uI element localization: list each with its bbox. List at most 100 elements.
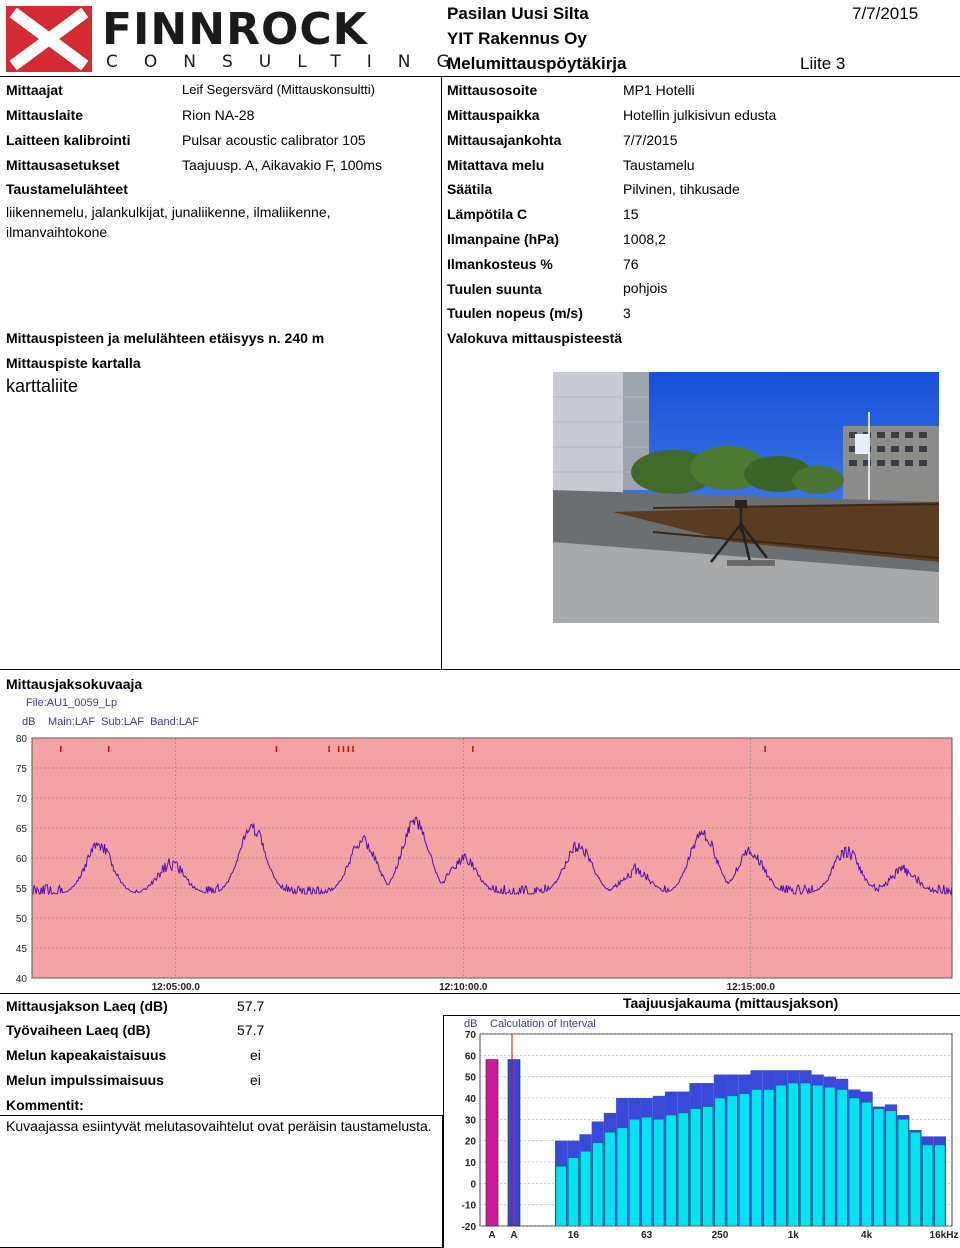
band-eq-bar	[604, 1131, 616, 1227]
band-eq-bar	[567, 1157, 579, 1227]
x-tick-label: 4k	[861, 1230, 873, 1241]
distance-label: Mittauspisteen ja melulähteen etäisyys n…	[6, 330, 325, 346]
result-label: Mittausjakson Laeq (dB)	[6, 998, 168, 1014]
band-eq-bar	[861, 1102, 872, 1227]
band-eq-bar	[849, 1097, 860, 1227]
field-value: Leif Segersvärd (Mittauskonsultti)	[182, 82, 375, 97]
y-tick-label: 50	[16, 914, 28, 925]
x-tick-label: 250	[712, 1230, 729, 1241]
weather-label: Tuulen suunta	[447, 281, 542, 297]
band-eq-bar	[641, 1116, 652, 1227]
field-label: Mittauslaite	[6, 107, 84, 123]
x-tick-label: 12:10:00.0	[439, 982, 488, 993]
band-eq-bar	[897, 1119, 909, 1227]
band-eq-bar	[812, 1084, 824, 1227]
photo-label: Valokuva mittauspisteestä	[447, 330, 623, 346]
weather-label: Tuulen nopeus (m/s)	[447, 305, 583, 321]
spectrum-frame	[443, 1015, 960, 1248]
result-label: Melun impulssimaisuus	[6, 1072, 164, 1088]
y-tick-label: 60	[16, 854, 28, 865]
spectrum-chart-title: Calculation of Interval	[490, 1018, 596, 1030]
y-tick-label: 50	[465, 1073, 477, 1084]
weather-label: Säätila	[447, 181, 493, 197]
band-eq-bar	[580, 1151, 591, 1227]
measurement-site-photo	[553, 372, 939, 623]
result-label: Työvaiheen Laeq (dB)	[6, 1022, 151, 1038]
band-eq-bar	[677, 1112, 689, 1227]
result-value: ei	[250, 1072, 261, 1088]
y-tick-label: 60	[465, 1051, 477, 1062]
x-tick-label: 12:05:00.0	[152, 982, 201, 993]
result-value: 57.7	[237, 1022, 265, 1038]
time-series-chart: 40 45 50 55 60 65 70 75 80 12:05:00.0 12:10:00.0 12…	[16, 734, 953, 993]
field-value: Rion NA-28	[182, 107, 255, 123]
band-eq-bar	[616, 1127, 628, 1227]
y-tick-label: 70	[465, 1030, 477, 1041]
band-eq-bar	[775, 1084, 787, 1227]
period-chart-label: Mittausjaksokuvaaja	[6, 676, 143, 692]
y-tick-label: 45	[16, 944, 28, 955]
weather-value: 15	[623, 206, 639, 222]
x-tick-label: 16	[568, 1230, 580, 1241]
weather-label: Lämpötila C	[447, 206, 528, 222]
field-label: Mitattava melu	[447, 157, 545, 173]
weather-label: Ilmanpaine (hPa)	[447, 231, 560, 247]
band-eq-bar	[702, 1106, 714, 1227]
map-label: Mittauspiste kartalla	[6, 355, 141, 371]
comments-label: Kommentit:	[6, 1097, 84, 1113]
result-value: 57.7	[237, 998, 265, 1014]
y-tick-label: 40	[465, 1094, 477, 1105]
band-eq-bar	[690, 1108, 701, 1227]
x-tick-label: A	[488, 1230, 495, 1241]
weather-value: 3	[623, 305, 631, 321]
weather-value: 1008,2	[623, 231, 666, 247]
weather-value: pohjois	[623, 280, 668, 296]
logo-word: FINNROCK	[102, 4, 368, 55]
logo-mark-icon	[6, 6, 92, 72]
field-value: Taajuusp. A, Aikavakio F, 100ms	[182, 157, 382, 173]
chart-frame	[0, 669, 960, 994]
noise-level-trace	[32, 816, 953, 896]
x-tick-label: 16kHz	[930, 1230, 958, 1241]
y-tick-label: 10	[465, 1158, 477, 1169]
logo-subword: CONSULTING	[106, 52, 476, 72]
field-label: Mittaajat	[6, 82, 63, 98]
spectrum-chart: -20 -10 0 10 20 30 40 50 60 70 A A 16 63 250 1k 4k 16kHz	[462, 1030, 958, 1241]
result-label: Melun kapeakaistaisuus	[6, 1047, 167, 1063]
field-label: Mittausasetukset	[6, 157, 120, 173]
band-eq-bar	[836, 1089, 848, 1227]
band-eq-bar	[824, 1087, 836, 1227]
document-title: Melumittauspöytäkirja	[447, 54, 627, 73]
x-tick-label: 12:15:00.0	[727, 982, 776, 993]
y-tick-label: -20	[462, 1222, 477, 1233]
field-label: Mittauspaikka	[447, 107, 540, 123]
attachment-label: Liite 3	[800, 54, 846, 73]
period-chart-unit: dB	[22, 716, 36, 728]
y-tick-label: 20	[465, 1137, 477, 1148]
band-eq-bar	[629, 1119, 640, 1227]
band-eq-bar	[885, 1110, 897, 1227]
y-tick-label: 65	[16, 824, 28, 835]
band-eq-bar	[555, 1166, 567, 1227]
overall-bar	[507, 1059, 521, 1227]
y-tick-label: -10	[462, 1201, 477, 1212]
field-label: Laitteen kalibrointi	[6, 132, 131, 148]
company-name: YIT Rakennus Oy	[447, 29, 587, 48]
x-tick-label: 63	[641, 1230, 653, 1241]
info-frame	[0, 76, 960, 670]
band-eq-bar	[739, 1093, 750, 1227]
comments-box	[0, 1115, 443, 1248]
band-eq-bar	[714, 1097, 726, 1227]
band-eq-bar	[934, 1144, 946, 1227]
period-chart-file: File:AU1_0059_Lp	[26, 697, 118, 709]
x-tick-label: A	[510, 1230, 517, 1241]
header-date: 7/7/2015	[852, 4, 919, 23]
field-label: Mittausosoite	[447, 82, 538, 98]
field-value: Hotellin julkisivun edusta	[623, 107, 777, 123]
y-tick-label: 40	[16, 974, 28, 985]
band-eq-bar	[665, 1114, 677, 1227]
spectrum-title: Taajuusjakauma (mittausjakson)	[623, 995, 839, 1011]
background-noise-label: Taustamelulähteet	[6, 181, 128, 197]
band-eq-bar	[787, 1082, 799, 1227]
x-tick-label: 1k	[788, 1230, 800, 1241]
